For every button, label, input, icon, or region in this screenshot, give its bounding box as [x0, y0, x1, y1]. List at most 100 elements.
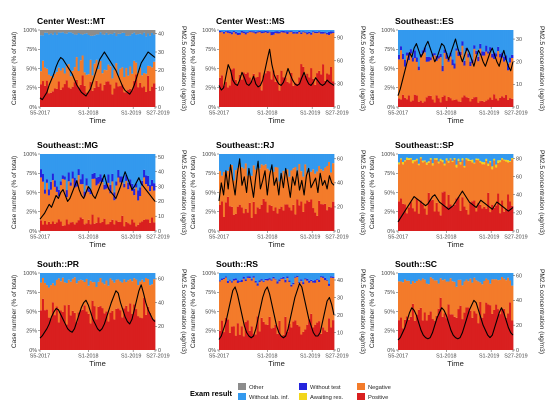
bar-without-lab-inf- [73, 273, 77, 278]
bar-positive [489, 305, 492, 350]
bar-negative [83, 282, 86, 306]
bar-without-test [302, 31, 305, 33]
bar-negative [407, 60, 411, 96]
bar-positive [447, 304, 450, 350]
bar-positive [461, 197, 464, 231]
bar-without-test [260, 31, 264, 34]
bar-without-lab-inf- [135, 273, 138, 280]
bar-negative [330, 33, 333, 67]
bar-without-lab-inf- [483, 30, 486, 52]
bar-negative [85, 278, 88, 312]
bar-without-test [497, 46, 500, 52]
bar-positive [43, 310, 47, 350]
bar-positive [219, 330, 222, 350]
bar-positive [499, 97, 502, 107]
bar-without-test [332, 31, 335, 33]
bar-awaiting-res- [505, 159, 508, 162]
bar-without-lab-inf- [107, 154, 110, 175]
bar-positive [67, 87, 71, 107]
bar-without-lab-inf- [93, 35, 96, 64]
bar-without-test [262, 281, 265, 283]
bar-positive [429, 95, 433, 107]
bar-without-lab-inf- [284, 30, 287, 32]
bar-negative [135, 62, 138, 75]
bar-positive [310, 68, 313, 107]
bar-without-test [308, 31, 311, 34]
bar-without-test [226, 280, 230, 283]
bar-other [97, 30, 100, 35]
bar-without-test [252, 276, 256, 278]
bar-without-lab-inf- [445, 154, 448, 159]
bar-other [127, 30, 130, 36]
bar-positive [93, 87, 96, 107]
bar-other [131, 30, 134, 34]
panel-title: Southeast::MG [37, 140, 98, 150]
x-tick-label: S5-2017 [209, 354, 229, 360]
bar-positive [129, 224, 132, 231]
bar-other [61, 30, 65, 33]
bar-without-lab-inf- [441, 154, 444, 161]
bar-without-lab-inf- [459, 154, 462, 163]
bar-without-test [477, 56, 480, 62]
bar-negative [127, 189, 130, 224]
bar-positive [55, 88, 59, 107]
bar-without-lab-inf- [71, 154, 75, 172]
bar-negative [427, 61, 431, 96]
bar-positive [457, 309, 460, 350]
bar-negative [405, 280, 409, 317]
bar-negative [55, 191, 59, 223]
bar-positive [59, 310, 63, 350]
bar-without-lab-inf- [447, 273, 450, 282]
bar-without-lab-inf- [236, 154, 240, 168]
x-tick-label: S1-2019 [300, 111, 320, 117]
bar-without-lab-inf- [59, 32, 63, 71]
bar-positive [401, 94, 405, 107]
bar-without-lab-inf- [465, 154, 468, 159]
bar-without-lab-inf- [55, 273, 59, 280]
bar-negative [89, 194, 92, 225]
bar-negative [73, 277, 77, 313]
bar-without-lab-inf- [435, 30, 439, 56]
bar-without-lab-inf- [226, 30, 230, 32]
bar-without-lab-inf- [455, 273, 458, 287]
bar-other [91, 30, 94, 36]
bar-positive [280, 70, 283, 107]
bar-positive [298, 77, 301, 107]
bar-negative [97, 183, 100, 218]
bar-positive [328, 206, 331, 231]
bar-without-lab-inf- [312, 154, 315, 170]
bar-without-test [53, 180, 57, 187]
bar-positive [499, 213, 502, 231]
bar-without-lab-inf- [85, 33, 88, 75]
bar-without-lab-inf- [57, 32, 61, 68]
bar-negative [437, 58, 441, 99]
y-right-tick-label: 50 [158, 155, 164, 161]
y-right-tick-label: 0 [516, 348, 519, 354]
bar-without-lab-inf- [109, 33, 112, 67]
bar-positive [113, 319, 116, 350]
bar-positive [441, 192, 444, 231]
bar-positive [483, 206, 486, 231]
bar-without-lab-inf- [286, 154, 289, 170]
bar-without-lab-inf- [415, 154, 419, 159]
bar-negative [276, 283, 279, 334]
bar-positive [449, 98, 452, 107]
bar-negative [282, 170, 285, 211]
stacked-bars [398, 154, 514, 231]
bar-positive [236, 206, 240, 231]
bar-awaiting-res- [419, 157, 423, 159]
y-left-tick-label: 50% [205, 309, 216, 315]
y-right-title: PM2.5 concentration (ug/m3) [180, 150, 187, 235]
bar-negative [268, 170, 271, 206]
bar-negative [481, 164, 484, 209]
bar-negative [234, 33, 238, 80]
bar-negative [119, 182, 122, 223]
bar-positive [312, 78, 315, 107]
bar-without-test [63, 176, 67, 180]
bar-without-test [59, 181, 63, 186]
bar-without-lab-inf- [123, 32, 126, 78]
bar-positive [449, 204, 452, 231]
bar-positive [467, 97, 470, 107]
bar-positive [330, 207, 333, 231]
bar-negative [469, 278, 472, 311]
